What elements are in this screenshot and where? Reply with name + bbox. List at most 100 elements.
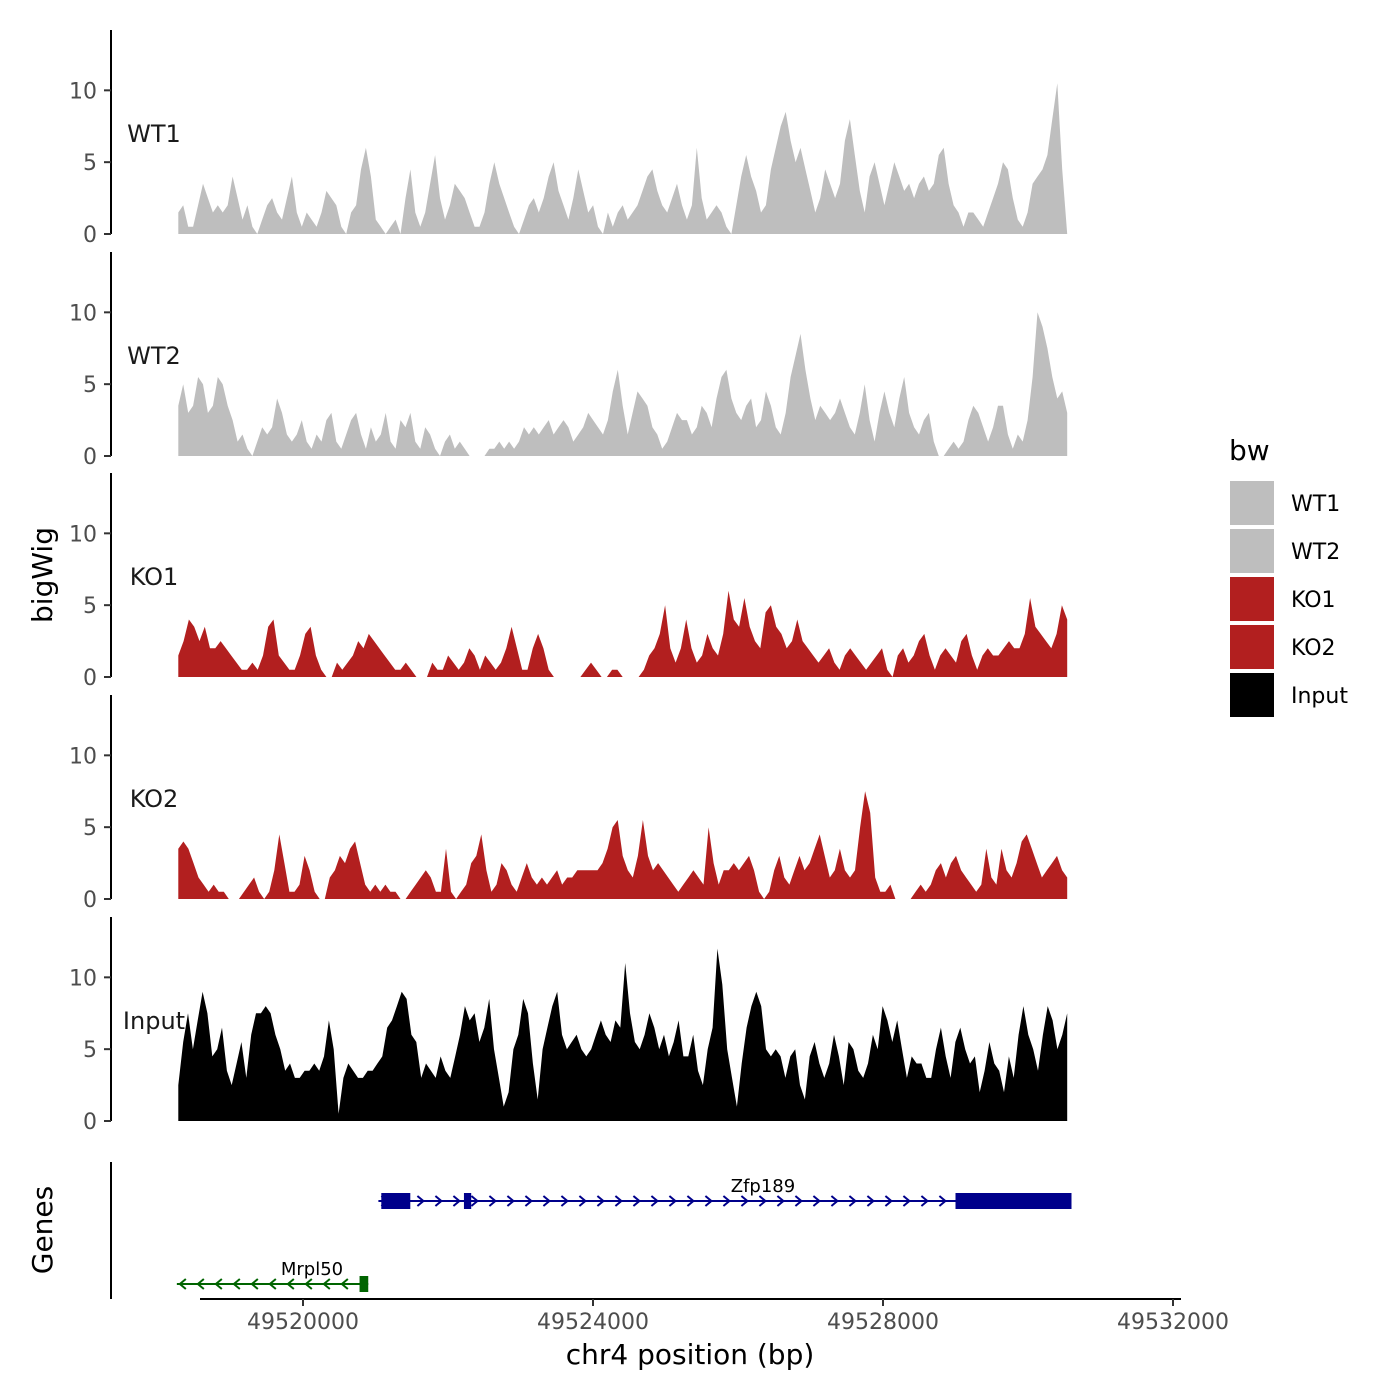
- strand-arrow: [650, 1195, 659, 1207]
- strand-arrow: [848, 1195, 857, 1207]
- track-panels: 0 5 10 WT1 0 5 10 WT2 0 5 10 KO1 0 5 10 KO2 0 5 10 Input: [69, 30, 1068, 1135]
- y-tick-label: 5: [83, 594, 97, 619]
- legend-swatch-wt2: [1228, 527, 1276, 575]
- strand-arrow: [740, 1195, 749, 1207]
- strand-arrow: [812, 1195, 821, 1207]
- legend-swatch-ko2: [1228, 623, 1276, 671]
- y-tick-label: 5: [83, 816, 97, 841]
- gene-exon: [359, 1276, 369, 1292]
- strand-arrow: [524, 1195, 533, 1207]
- track-label: KO2: [130, 785, 179, 813]
- y-tick-label: 10: [69, 522, 97, 547]
- y-tick-label: 0: [83, 445, 97, 470]
- y-tick-label: 0: [83, 666, 97, 691]
- legend: bw WT1 WT2 KO1 KO2 Input: [1228, 434, 1348, 719]
- strand-arrow: [578, 1195, 587, 1207]
- legend-swatch-input: [1228, 671, 1276, 719]
- strand-arrow: [542, 1195, 551, 1207]
- track-panel-ko2: 0 5 10 KO2: [69, 695, 1068, 913]
- legend-swatch-ko1: [1228, 575, 1276, 623]
- strand-arrow: [884, 1195, 893, 1207]
- gene-label: Mrpl50: [281, 1259, 343, 1280]
- strand-arrow: [286, 1278, 295, 1290]
- genes-label: Genes: [26, 1186, 59, 1274]
- legend-label: WT1: [1291, 492, 1340, 517]
- strand-arrow: [614, 1195, 623, 1207]
- x-axis-title: chr4 position (bp): [566, 1338, 815, 1371]
- gene-mrpl50: Mrpl50: [176, 1259, 369, 1292]
- track-panel-ko1: 0 5 10 KO1: [69, 473, 1068, 691]
- gene-exon: [381, 1193, 411, 1209]
- legend-label: WT2: [1291, 540, 1340, 565]
- strand-arrow: [304, 1278, 313, 1290]
- strand-arrow: [416, 1195, 425, 1207]
- y-tick-label: 10: [69, 79, 97, 104]
- gene-exon: [955, 1193, 1072, 1209]
- strand-arrow: [632, 1195, 641, 1207]
- y-tick-label: 0: [83, 223, 97, 248]
- track-label: Input: [123, 1007, 185, 1035]
- y-tick-label: 10: [69, 744, 97, 769]
- x-axis: chr4 position (bp) 49520000 49524000 49528…: [200, 1298, 1229, 1371]
- strand-arrow: [776, 1195, 785, 1207]
- track-label: WT2: [127, 342, 181, 370]
- y-tick-label: 10: [69, 966, 97, 991]
- strand-arrow: [830, 1195, 839, 1207]
- strand-arrow: [250, 1278, 259, 1290]
- signal-area-wt2: [178, 312, 1068, 456]
- track-label: KO1: [130, 563, 179, 591]
- strand-arrow: [758, 1195, 767, 1207]
- strand-arrow: [866, 1195, 875, 1207]
- strand-arrow: [232, 1278, 241, 1290]
- x-tick-label: 49520000: [247, 1310, 359, 1335]
- strand-arrow: [668, 1195, 677, 1207]
- strand-arrow: [452, 1195, 461, 1207]
- track-label: WT1: [127, 120, 181, 148]
- y-tick-label: 5: [83, 1038, 97, 1063]
- signal-area-ko2: [178, 791, 1068, 899]
- x-tick-label: 49524000: [537, 1310, 649, 1335]
- strand-arrow: [322, 1278, 331, 1290]
- gene-exon: [463, 1193, 472, 1209]
- signal-area-input: [178, 948, 1068, 1121]
- legend-title: bw: [1229, 434, 1270, 467]
- y-tick-label: 0: [83, 888, 97, 913]
- y-axis-title: bigWig: [26, 527, 59, 623]
- strand-arrow: [470, 1195, 479, 1207]
- strand-arrow: [214, 1278, 223, 1290]
- y-tick-label: 0: [83, 1110, 97, 1135]
- x-tick-label: 49532000: [1117, 1310, 1229, 1335]
- gene-label: Zfp189: [731, 1176, 795, 1197]
- gene-track: Genes Zfp189 Mrpl50: [26, 1162, 1072, 1299]
- strand-arrow: [506, 1195, 515, 1207]
- y-tick-label: 10: [69, 301, 97, 326]
- legend-swatch-wt1: [1228, 479, 1276, 527]
- x-tick-label: 49528000: [827, 1310, 939, 1335]
- strand-arrow: [596, 1195, 605, 1207]
- legend-label: Input: [1291, 684, 1348, 709]
- strand-arrow: [686, 1195, 695, 1207]
- y-tick-label: 5: [83, 373, 97, 398]
- strand-arrow: [488, 1195, 497, 1207]
- strand-arrow: [722, 1195, 731, 1207]
- strand-arrow: [704, 1195, 713, 1207]
- strand-arrow: [340, 1278, 349, 1290]
- strand-arrow: [902, 1195, 911, 1207]
- track-panel-input: 0 5 10 Input: [69, 917, 1068, 1135]
- strand-arrow: [178, 1278, 187, 1290]
- track-panel-wt2: 0 5 10 WT2: [69, 252, 1068, 470]
- strand-arrow: [196, 1278, 205, 1290]
- strand-arrow: [434, 1195, 443, 1207]
- strand-arrow: [268, 1278, 277, 1290]
- y-tick-label: 5: [83, 151, 97, 176]
- legend-label: KO2: [1291, 636, 1336, 661]
- strand-arrow: [938, 1195, 947, 1207]
- strand-arrow: [794, 1195, 803, 1207]
- legend-label: KO1: [1291, 588, 1336, 613]
- track-panel-wt1: 0 5 10 WT1: [69, 30, 1068, 248]
- strand-arrow: [920, 1195, 929, 1207]
- signal-area-ko1: [178, 590, 1068, 677]
- gene-zfp189: Zfp189: [378, 1176, 1072, 1209]
- signal-area-wt1: [178, 83, 1068, 234]
